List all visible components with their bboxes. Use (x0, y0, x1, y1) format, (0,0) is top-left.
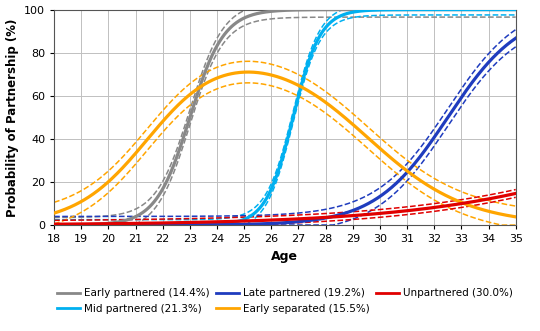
X-axis label: Age: Age (272, 250, 299, 263)
Y-axis label: Probability of Partnership (%): Probability of Partnership (%) (5, 18, 18, 216)
Legend: Early partnered (14.4%), Mid partnered (21.3%), Late partnered (19.2%), Early se: Early partnered (14.4%), Mid partnered (… (57, 289, 513, 314)
